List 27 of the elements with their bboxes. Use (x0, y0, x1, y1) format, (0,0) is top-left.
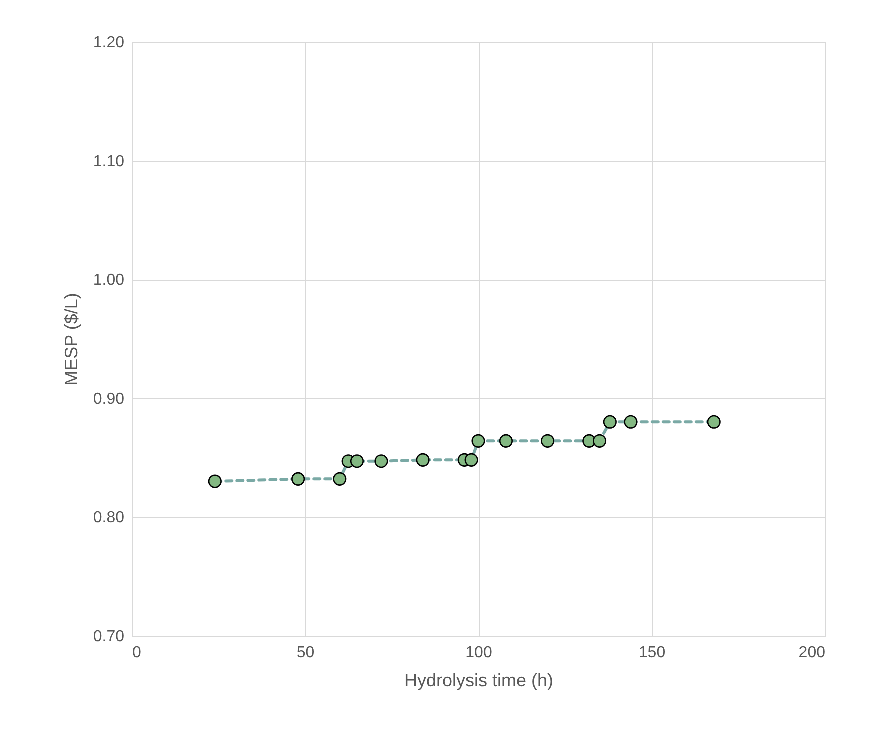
x-tick-label: 150 (638, 644, 666, 662)
point (333, 472, 347, 486)
point (472, 434, 486, 448)
x-tick-label: 100 (466, 644, 492, 662)
point (464, 453, 478, 467)
y-tick-label: 1.10 (93, 153, 125, 170)
point (593, 434, 607, 448)
y-tick-label: 0.70 (93, 628, 125, 646)
point (374, 454, 388, 468)
point (603, 415, 617, 429)
point (541, 434, 555, 448)
x-tick-label: 200 (798, 644, 826, 662)
point (624, 415, 638, 429)
point (499, 434, 513, 448)
y-tick-label: 0.90 (93, 390, 125, 408)
point (208, 474, 222, 488)
y-tick-label: 0.80 (93, 510, 125, 527)
y-tick-label: 1.20 (93, 34, 125, 52)
x-axis-title: Hydrolysis time (h) (404, 670, 554, 690)
point (707, 415, 721, 429)
point (350, 454, 364, 468)
y-axis-title: MESP ($/L) (61, 293, 82, 386)
point (292, 472, 306, 486)
x-tick-label: 50 (296, 644, 315, 662)
x-tick-label: 0 (132, 644, 142, 662)
y-tick-label: 1.00 (93, 272, 125, 290)
point (416, 453, 430, 467)
